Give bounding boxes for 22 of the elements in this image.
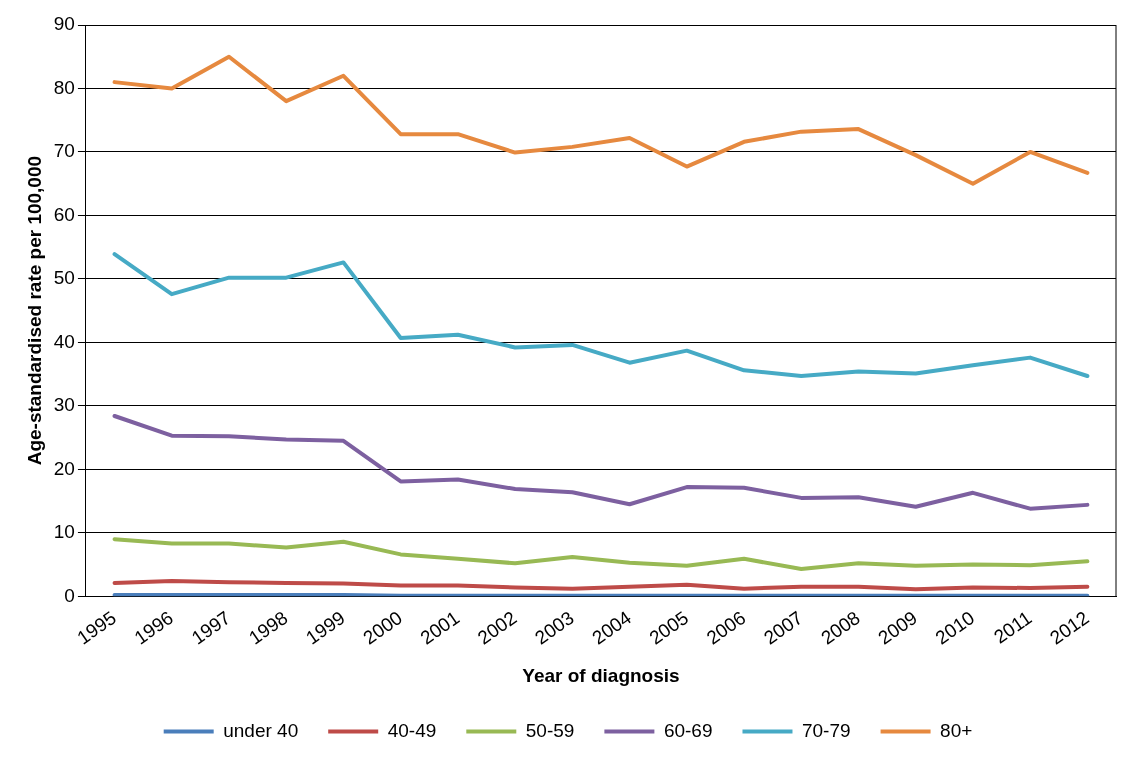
- y-tick-label: 80: [53, 76, 75, 98]
- y-tick-label: 60: [53, 203, 75, 225]
- y-tick-label: 20: [53, 457, 75, 479]
- y-tick-label: 10: [53, 521, 75, 543]
- x-axis-title: Year of diagnosis: [522, 664, 680, 686]
- y-tick-label: 30: [53, 394, 75, 416]
- x-tick-label: 2001: [416, 606, 464, 649]
- legend-label: 40-49: [387, 719, 437, 741]
- x-tick-label: 1999: [302, 606, 349, 649]
- legend-label: 50-59: [525, 719, 575, 741]
- y-tick-label: 70: [53, 140, 75, 162]
- y-tick-label: 50: [53, 267, 75, 289]
- x-tick-label: 1998: [244, 606, 292, 649]
- legend-label: 80+: [940, 719, 973, 741]
- legend-label: 60-69: [663, 719, 713, 741]
- legend-label: under 40: [223, 719, 299, 741]
- legend-label: 70-79: [801, 719, 851, 741]
- y-tick-label: 40: [53, 330, 75, 352]
- y-axis-title: Age-standardised rate per 100,000: [23, 155, 45, 466]
- y-tick-label: 90: [53, 13, 75, 35]
- x-tick-label: 2011: [989, 606, 1036, 648]
- y-tick-label: 0: [64, 584, 75, 606]
